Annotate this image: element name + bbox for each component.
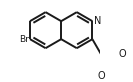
- Text: O: O: [119, 49, 126, 59]
- Text: Br: Br: [19, 35, 29, 44]
- Text: O: O: [97, 72, 105, 82]
- Text: N: N: [94, 16, 101, 26]
